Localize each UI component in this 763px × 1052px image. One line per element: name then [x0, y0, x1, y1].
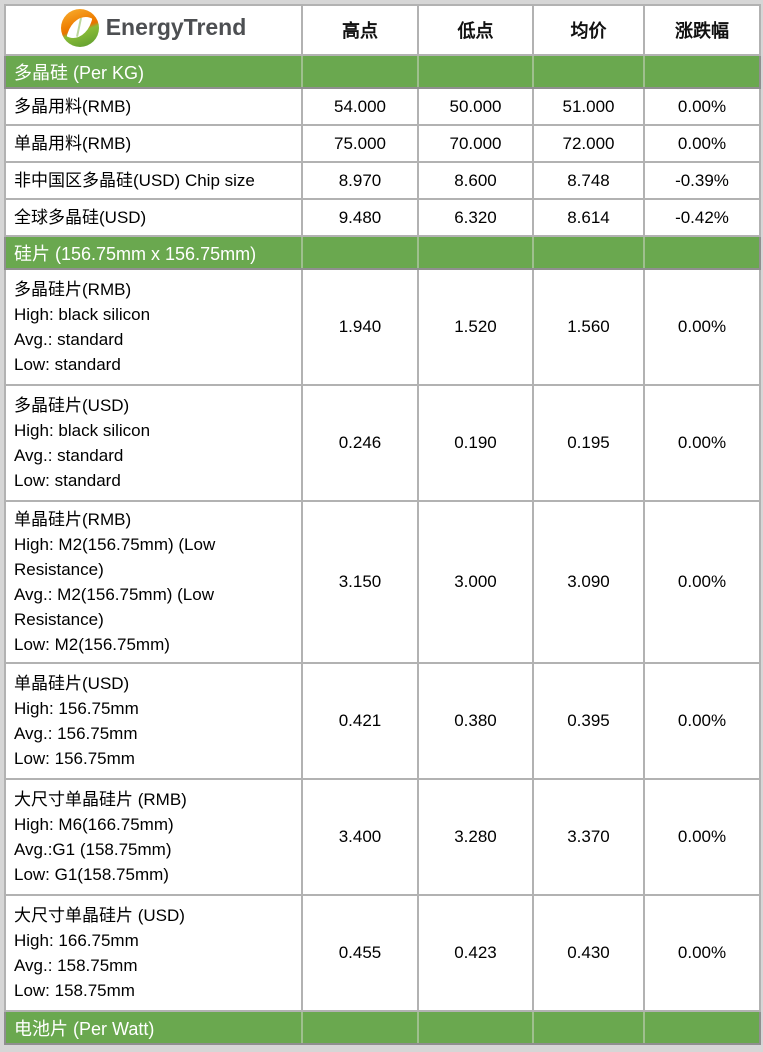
section-blank-cell [643, 54, 761, 89]
section-title: 多晶硅 (Per KG) [4, 54, 303, 89]
value-avg: 8.614 [532, 198, 645, 237]
section-title: 硅片 (156.75mm x 156.75mm) [4, 235, 303, 270]
value-change: 0.00% [643, 778, 761, 896]
section-header-cell: 电池片 (Per Watt) [4, 1010, 761, 1045]
table-row: 多晶用料(RMB) 54.000 50.000 51.000 0.00% [4, 87, 761, 126]
row-label: 多晶硅片(USD) High: black silicon Avg.: stan… [4, 384, 303, 502]
section-blank-cell [532, 1010, 645, 1045]
value-avg: 8.748 [532, 161, 645, 200]
table-row: 大尺寸单晶硅片 (USD) High: 166.75mm Avg.: 158.7… [4, 894, 761, 1012]
table-row: 非中国区多晶硅(USD) Chip size 8.970 8.600 8.748… [4, 161, 761, 200]
value-low: 0.190 [417, 384, 534, 502]
column-header-avg: 均价 [532, 4, 645, 56]
section-header-wafer: 硅片 (156.75mm x 156.75mm) [4, 235, 761, 270]
value-change: 0.00% [643, 124, 761, 163]
brand-name: EnergyTrend [105, 14, 247, 40]
value-avg: 0.395 [532, 662, 645, 780]
brand-cell: EnergyTrend [4, 4, 303, 56]
value-high: 8.970 [301, 161, 419, 200]
value-low: 0.423 [417, 894, 534, 1012]
row-label: 大尺寸单晶硅片 (RMB) High: M6(166.75mm) Avg.:G1… [4, 778, 303, 896]
section-blank-cell [417, 54, 534, 89]
section-title: 电池片 (Per Watt) [4, 1010, 303, 1045]
table-row: 多晶硅片(USD) High: black silicon Avg.: stan… [4, 384, 761, 502]
table-row: 单晶硅片(RMB) High: M2(156.75mm) (Low Resist… [4, 500, 761, 664]
value-low: 50.000 [417, 87, 534, 126]
value-avg: 51.000 [532, 87, 645, 126]
row-label: 非中国区多晶硅(USD) Chip size [4, 161, 303, 200]
row-label: 全球多晶硅(USD) [4, 198, 303, 237]
leaf-icon [66, 12, 93, 42]
table-row: 多晶硅片(RMB) High: black silicon Avg.: stan… [4, 268, 761, 386]
table-row: 单晶硅片(USD) High: 156.75mm Avg.: 156.75mm … [4, 662, 761, 780]
value-change: 0.00% [643, 894, 761, 1012]
value-low: 8.600 [417, 161, 534, 200]
value-change: 0.00% [643, 500, 761, 664]
value-high: 1.940 [301, 268, 419, 386]
price-table: EnergyTrend 高点 低点 均价 涨跌幅 多晶硅 (Per KG) 多晶… [4, 4, 761, 1045]
value-avg: 0.430 [532, 894, 645, 1012]
table-header-row: EnergyTrend 高点 低点 均价 涨跌幅 [4, 4, 761, 56]
section-blank-cell [301, 235, 419, 270]
section-blank-cell [532, 54, 645, 89]
table-row: 单晶用料(RMB) 75.000 70.000 72.000 0.00% [4, 124, 761, 163]
value-change: 0.00% [643, 384, 761, 502]
energytrend-leaf-logo-icon [60, 8, 99, 47]
value-change: 0.00% [643, 268, 761, 386]
value-high: 3.150 [301, 500, 419, 664]
column-header-low: 低点 [417, 4, 534, 56]
value-change: 0.00% [643, 662, 761, 780]
value-high: 0.421 [301, 662, 419, 780]
column-header-change: 涨跌幅 [643, 4, 761, 56]
section-blank-cell [301, 54, 419, 89]
section-blank-cell [301, 1010, 419, 1045]
section-blank-cell [643, 235, 761, 270]
table-row: 大尺寸单晶硅片 (RMB) High: M6(166.75mm) Avg.:G1… [4, 778, 761, 896]
value-low: 3.280 [417, 778, 534, 896]
row-label: 单晶硅片(RMB) High: M2(156.75mm) (Low Resist… [4, 500, 303, 664]
row-label: 单晶硅片(USD) High: 156.75mm Avg.: 156.75mm … [4, 662, 303, 780]
section-blank-cell [417, 1010, 534, 1045]
value-high: 54.000 [301, 87, 419, 126]
section-blank-cell [643, 1010, 761, 1045]
row-label: 单晶用料(RMB) [4, 124, 303, 163]
row-label: 多晶硅片(RMB) High: black silicon Avg.: stan… [4, 268, 303, 386]
section-blank-cell [417, 235, 534, 270]
value-high: 9.480 [301, 198, 419, 237]
value-avg: 0.195 [532, 384, 645, 502]
value-high: 0.246 [301, 384, 419, 502]
value-low: 6.320 [417, 198, 534, 237]
value-avg: 3.370 [532, 778, 645, 896]
value-high: 0.455 [301, 894, 419, 1012]
value-avg: 1.560 [532, 268, 645, 386]
row-label: 多晶用料(RMB) [4, 87, 303, 126]
section-blank-cell [532, 235, 645, 270]
section-header-polysilicon: 多晶硅 (Per KG) [4, 54, 761, 89]
table-row: 全球多晶硅(USD) 9.480 6.320 8.614 -0.42% [4, 198, 761, 237]
value-low: 70.000 [417, 124, 534, 163]
value-change: 0.00% [643, 87, 761, 126]
value-low: 0.380 [417, 662, 534, 780]
row-label: 大尺寸单晶硅片 (USD) High: 166.75mm Avg.: 158.7… [4, 894, 303, 1012]
value-avg: 72.000 [532, 124, 645, 163]
column-header-high: 高点 [301, 4, 419, 56]
value-avg: 3.090 [532, 500, 645, 664]
brand: EnergyTrend [60, 8, 247, 47]
value-low: 3.000 [417, 500, 534, 664]
value-high: 75.000 [301, 124, 419, 163]
value-high: 3.400 [301, 778, 419, 896]
value-change: -0.39% [643, 161, 761, 200]
value-low: 1.520 [417, 268, 534, 386]
value-change: -0.42% [643, 198, 761, 237]
